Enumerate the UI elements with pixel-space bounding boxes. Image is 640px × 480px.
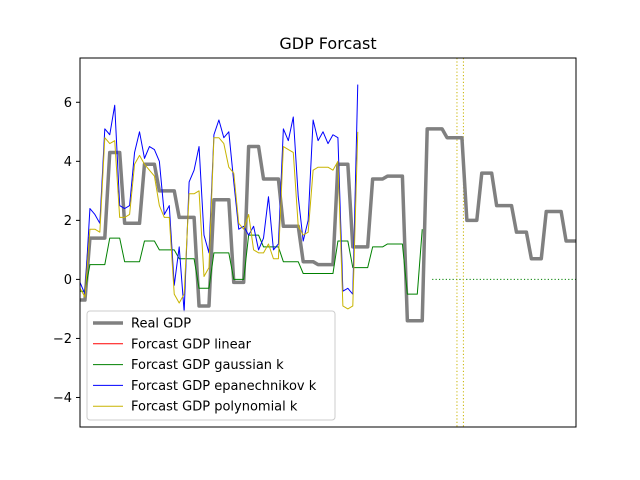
y-tick-label: 4 — [64, 155, 72, 170]
series-line-forcast-gdp-epanechnikov-k — [80, 84, 359, 313]
y-tick-label: 6 — [64, 96, 72, 111]
legend-label-real-gdp: Real GDP — [131, 317, 191, 332]
legend-label-forcast-gdp-polynomial-k: Forcast GDP polynomial k — [131, 400, 298, 415]
plot-frame — [79, 57, 577, 428]
chart-title: GDP Forcast — [279, 34, 376, 53]
series-line-forcast-gdp-polynomial-k — [80, 131, 359, 310]
series-line-real-gdp — [80, 127, 576, 323]
y-tick-label: 0 — [64, 273, 72, 288]
legend-label-forcast-gdp-gaussian-k: Forcast GDP gaussian k — [131, 358, 284, 373]
series-line-forcast-gdp-gaussian-k — [80, 229, 423, 295]
y-tick-label: −4 — [53, 391, 72, 406]
y-tick-label: −2 — [53, 332, 72, 347]
legend-label-forcast-gdp-epanechnikov-k: Forcast GDP epanechnikov k — [131, 379, 317, 394]
legend-box — [86, 310, 336, 421]
legend-label-forcast-gdp-linear: Forcast GDP linear — [131, 337, 252, 352]
y-tick-label: 2 — [64, 214, 72, 229]
